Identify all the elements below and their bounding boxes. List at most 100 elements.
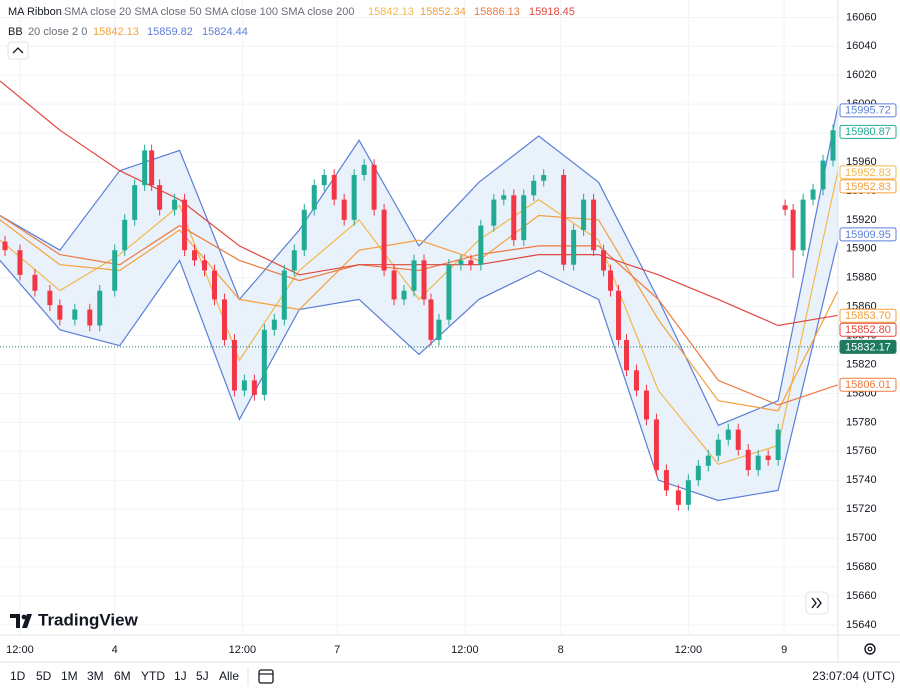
candle-body	[172, 199, 178, 210]
scroll-icon	[811, 597, 822, 609]
y-tick-label: 15880	[846, 272, 877, 284]
legend-params: SMA close 20 SMA close 50 SMA close 100 …	[64, 6, 354, 18]
candle-body	[311, 185, 317, 210]
scroll-button[interactable]	[805, 591, 829, 615]
candle-body	[428, 299, 434, 340]
bollinger-band	[0, 105, 839, 502]
candle-body	[211, 270, 217, 300]
brand-name: TradingView	[38, 610, 139, 629]
candle-body	[241, 380, 247, 391]
candle-body	[157, 185, 163, 210]
candle-body	[775, 429, 781, 460]
range-button[interactable]: 1M	[61, 669, 78, 683]
candle-body	[663, 470, 669, 491]
candle-body	[782, 205, 788, 210]
candle-body	[221, 299, 227, 340]
scroll-to-realtime[interactable]	[805, 591, 829, 615]
range-button[interactable]: Alle	[219, 669, 239, 683]
price-label-box	[839, 377, 897, 392]
legend-value: 15918.45	[529, 6, 575, 18]
y-tick-label: 15680	[846, 561, 877, 573]
legend-name: MA Ribbon	[8, 6, 62, 18]
band-fill	[0, 105, 838, 501]
candle-body	[149, 150, 155, 186]
x-tick-label: 9	[781, 644, 787, 656]
settings-gear[interactable]	[864, 643, 876, 655]
candle-body	[624, 339, 630, 371]
candle-body	[633, 370, 639, 391]
candle-body	[57, 305, 63, 320]
price-label-box	[839, 179, 897, 194]
candle-body	[608, 270, 614, 291]
candle-body	[541, 175, 547, 181]
clock: 23:07:04 (UTC)	[812, 669, 895, 683]
candle-body	[468, 260, 474, 265]
settings[interactable]	[864, 643, 876, 655]
candle-body	[675, 490, 681, 505]
candle-body	[47, 290, 53, 306]
candle-body	[271, 319, 277, 330]
candle-body	[436, 319, 442, 340]
range-button[interactable]: 5D	[36, 669, 52, 683]
candle-body	[261, 329, 267, 395]
y-tick-label: 16020	[846, 69, 877, 81]
candle-body	[17, 250, 23, 275]
ma-line	[0, 214, 839, 412]
price-label-box	[839, 165, 897, 180]
candle-body	[511, 195, 517, 241]
candle-body	[715, 439, 721, 456]
x-tick-label: 4	[112, 644, 118, 656]
axes: 15640 15660 15680 15700 15720 15740 15760 15780…	[0, 0, 900, 663]
y-tick-label: 15820	[846, 358, 877, 370]
x-tick-label: 12:00	[675, 644, 703, 656]
range-button[interactable]: YTD	[141, 669, 165, 683]
legend-value: 15824.44	[202, 26, 248, 38]
candle-body	[695, 465, 701, 481]
candle-body	[401, 290, 407, 300]
collapse-button[interactable]	[7, 41, 29, 60]
candle-body	[501, 195, 507, 200]
ma-line	[0, 170, 839, 465]
x-tick-label: 8	[558, 644, 564, 656]
candle-body	[521, 195, 527, 241]
candle-body	[653, 419, 659, 471]
legend: MA Ribbon SMA close 20 SMA close 50 SMA c…	[7, 6, 575, 60]
range-button[interactable]: 5J	[196, 669, 209, 683]
candle-body	[202, 260, 208, 271]
candle-body	[571, 229, 577, 265]
candle-body	[581, 199, 587, 230]
candle-body	[421, 260, 427, 300]
calendar-icon[interactable]	[258, 669, 274, 684]
candle-body	[192, 250, 198, 261]
candle-body	[616, 290, 622, 340]
ma-line	[0, 80, 839, 327]
legend-name: BB	[8, 26, 23, 38]
candle-body	[643, 390, 649, 420]
legend-value: 15886.13	[474, 6, 520, 18]
y-tick-label: 15720	[846, 503, 877, 515]
y-tick-label: 15900	[846, 243, 877, 255]
candle-body	[361, 164, 367, 176]
legend-params: 20 close 2 0	[28, 26, 87, 38]
price-label: 15952.83	[845, 167, 891, 179]
candle-body	[291, 250, 297, 271]
toolbar: 23:07:04 (UTC) 1D 5D 1M 3M 6M YTD 1J 5J Alle	[10, 668, 895, 686]
candle-body	[112, 250, 118, 291]
y-tick-label: 15700	[846, 532, 877, 544]
settings-hub	[867, 646, 873, 652]
range-button[interactable]: 6M	[114, 669, 131, 683]
range-button[interactable]: 1J	[174, 669, 187, 683]
range-button[interactable]: 3M	[87, 669, 104, 683]
candles	[2, 124, 836, 511]
moving-averages	[0, 80, 839, 465]
price-label: 15852.80	[845, 324, 891, 336]
band-upper	[0, 105, 839, 427]
candle-body	[531, 180, 537, 196]
candle-body	[685, 480, 691, 505]
candle-body	[32, 274, 38, 291]
y-tick-label: 16040	[846, 40, 877, 52]
range-button[interactable]: 1D	[10, 669, 26, 683]
candle-body	[446, 264, 452, 320]
